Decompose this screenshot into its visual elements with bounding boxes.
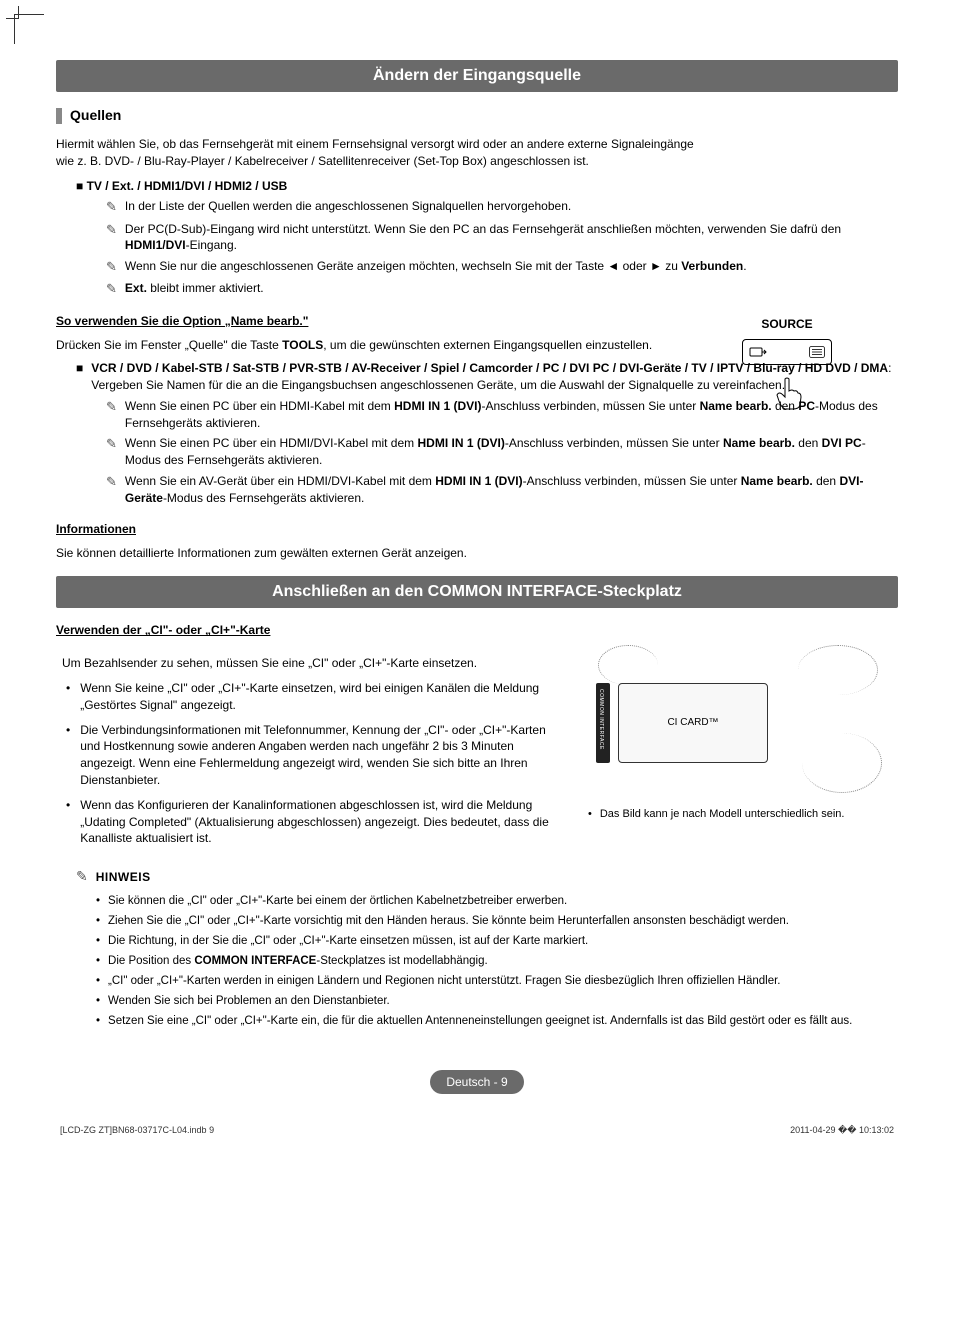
ci-left-column: Um Bezahlsender zu sehen, müssen Sie ein… xyxy=(56,649,568,855)
section1-title-bar: Ändern der Eingangsquelle xyxy=(56,60,898,92)
hinweis-4: Die Position des COMMON INTERFACE-Steckp… xyxy=(96,953,898,969)
note-2a: Der PC(D-Sub)-Eingang wird nicht unterst… xyxy=(125,222,841,236)
note-4-text: Ext. bleibt immer aktiviert. xyxy=(125,280,264,298)
note-4b: bleibt immer aktiviert. xyxy=(147,281,264,295)
source-input-icon xyxy=(749,345,767,359)
note-3-text: Wenn Sie nur die angeschlossenen Geräte … xyxy=(125,258,747,276)
hinweis-6: Wenden Sie sich bei Problemen an den Die… xyxy=(96,993,898,1009)
info-heading: Informationen xyxy=(56,521,898,538)
footer-page-pill: Deutsch - 9 xyxy=(430,1070,523,1095)
note-2: Der PC(D-Sub)-Eingang wird nicht unterst… xyxy=(106,221,898,255)
hinweis-heading: HINWEIS xyxy=(76,867,898,887)
ci-bullet-1: Wenn Sie keine „CI" oder „CI+"-Karte ein… xyxy=(66,680,568,714)
note-icon xyxy=(106,280,117,298)
vcr-note-2: Wenn Sie einen PC über ein HDMI/DVI-Kabe… xyxy=(106,435,898,469)
note-icon xyxy=(106,473,117,507)
vcr-note-2-text: Wenn Sie einen PC über ein HDMI/DVI-Kabe… xyxy=(125,435,898,469)
quellen-heading-text: Quellen xyxy=(70,106,121,126)
note-4: Ext. bleibt immer aktiviert. xyxy=(106,280,898,298)
nb-b: TOOLS xyxy=(282,338,323,352)
note-icon xyxy=(106,435,117,469)
source-button-box xyxy=(742,339,832,365)
ci-intro: Um Bezahlsender zu sehen, müssen Sie ein… xyxy=(62,655,568,672)
note-icon xyxy=(106,258,117,276)
ci-slot-label: COMMON INTERFACE xyxy=(597,689,604,750)
ci-heading: Verwenden der „CI"- oder „CI+"-Karte xyxy=(56,622,898,639)
ci-card-shape: CI CARD™ xyxy=(618,683,768,763)
print-footer-right: 2011-04-29 �� 10:13:02 xyxy=(790,1124,894,1137)
hand-pointer-icon xyxy=(767,371,807,411)
hinweis-2: Ziehen Sie die „CI" oder „CI+"-Karte vor… xyxy=(96,913,898,929)
note-1-text: In der Liste der Quellen werden die ange… xyxy=(125,198,571,216)
note-3: Wenn Sie nur die angeschlossenen Geräte … xyxy=(106,258,898,276)
note-2b: HDMI1/DVI xyxy=(125,238,186,252)
note-3a: Wenn Sie nur die angeschlossenen Geräte … xyxy=(125,259,681,273)
note-icon xyxy=(106,398,117,432)
note-icon xyxy=(106,221,117,255)
hinweis-label: HINWEIS xyxy=(96,869,151,886)
quellen-heading: Quellen xyxy=(56,106,898,126)
nb-a: Drücken Sie im Fenster „Quelle" die Tast… xyxy=(56,338,282,352)
ci-right-column: COMMON INTERFACE ← CI CARD™ Das Bild kan… xyxy=(588,649,898,855)
inputs-line: TV / Ext. / HDMI1/DVI / HDMI2 / USB xyxy=(76,178,898,195)
note-4a: Ext. xyxy=(125,281,147,295)
source-list-icon xyxy=(809,346,825,358)
print-footer: [LCD-ZG ZT]BN68-03717C-L04.indb 9 2011-0… xyxy=(56,1124,898,1137)
note-2-text: Der PC(D-Sub)-Eingang wird nicht unterst… xyxy=(125,221,898,255)
note-1: In der Liste der Quellen werden die ange… xyxy=(106,198,898,216)
vcr-note-3: Wenn Sie ein AV-Gerät über ein HDMI/DVI-… xyxy=(106,473,898,507)
heading-mark-icon xyxy=(56,108,62,124)
source-label: SOURCE xyxy=(732,316,842,333)
vcr-note-3-text: Wenn Sie ein AV-Gerät über ein HDMI/DVI-… xyxy=(125,473,898,507)
hinweis-1: Sie können die „CI" oder „CI+"-Karte bei… xyxy=(96,893,898,909)
section2-title-bar: Anschließen an den COMMON INTERFACE-Stec… xyxy=(56,576,898,608)
hinweis-5: „CI" oder „CI+"-Karten werden in einigen… xyxy=(96,973,898,989)
ci-bullet-3: Wenn das Konfigurieren der Kanalinformat… xyxy=(66,797,568,847)
hinweis-7: Setzen Sie eine „CI" oder „CI+"-Karte ei… xyxy=(96,1013,898,1029)
print-footer-left: [LCD-ZG ZT]BN68-03717C-L04.indb 9 xyxy=(60,1124,214,1137)
note-2c: -Eingang. xyxy=(186,238,237,252)
nb-c: , um die gewünschten externen Eingangsqu… xyxy=(323,338,652,352)
ci-caption: Das Bild kann je nach Modell unterschied… xyxy=(588,807,898,822)
note-icon xyxy=(106,198,117,216)
ci-bullet-2: Die Verbindungsinformationen mit Telefon… xyxy=(66,722,568,789)
note-3b: Verbunden xyxy=(681,259,743,273)
hinweis-3: Die Richtung, in der Sie die „CI" oder „… xyxy=(96,933,898,949)
ci-card-diagram: COMMON INTERFACE ← CI CARD™ xyxy=(588,649,888,799)
note-icon xyxy=(76,867,88,887)
ci-card-label: CI CARD™ xyxy=(667,716,718,730)
info-text: Sie können detaillierte Informationen zu… xyxy=(56,545,898,562)
note-3c: . xyxy=(743,259,746,273)
crop-marks xyxy=(14,14,44,44)
intro-paragraph: Hiermit wählen Sie, ob das Fernsehgerät … xyxy=(56,136,696,170)
source-remote-illustration: SOURCE xyxy=(732,316,842,416)
